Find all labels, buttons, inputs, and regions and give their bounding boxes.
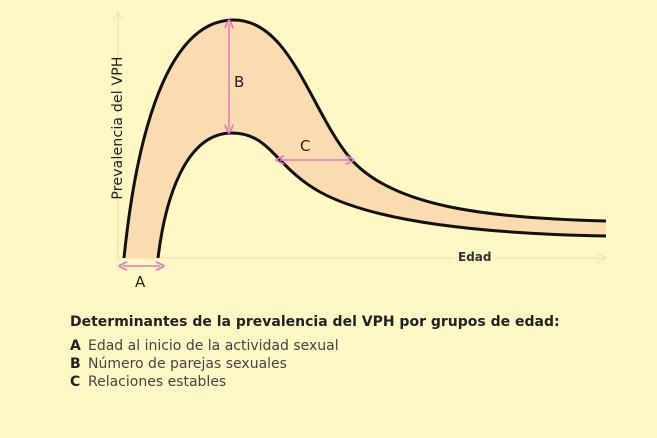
- caption-title: Determinantes de la prevalencia del VPH …: [70, 314, 560, 330]
- marker-b-label: B: [234, 73, 245, 91]
- legend-text: Relaciones estables: [88, 374, 227, 390]
- legend-caption: Determinantes de la prevalencia del VPH …: [70, 314, 560, 391]
- marker-a-label: A: [135, 273, 146, 291]
- lower-curve: [156, 131, 607, 259]
- marker-c-label: C: [300, 137, 311, 155]
- x-axis-label: Edad: [454, 250, 496, 264]
- prevalence-band: [124, 19, 606, 259]
- legend-item-b: B Número de parejas sexuales: [70, 355, 560, 373]
- legend-key: A: [70, 338, 81, 354]
- legend-item-c: C Relaciones estables: [70, 373, 560, 391]
- legend-item-a: A Edad al inicio de la actividad sexual: [70, 337, 560, 355]
- upper-curve: [122, 18, 607, 259]
- legend-key: B: [70, 356, 81, 372]
- legend-text: Número de parejas sexuales: [88, 356, 287, 372]
- legend-key: C: [70, 374, 81, 390]
- y-axis-label: Prevalencia del VPH: [110, 56, 126, 200]
- legend-text: Edad al inicio de la actividad sexual: [88, 338, 339, 354]
